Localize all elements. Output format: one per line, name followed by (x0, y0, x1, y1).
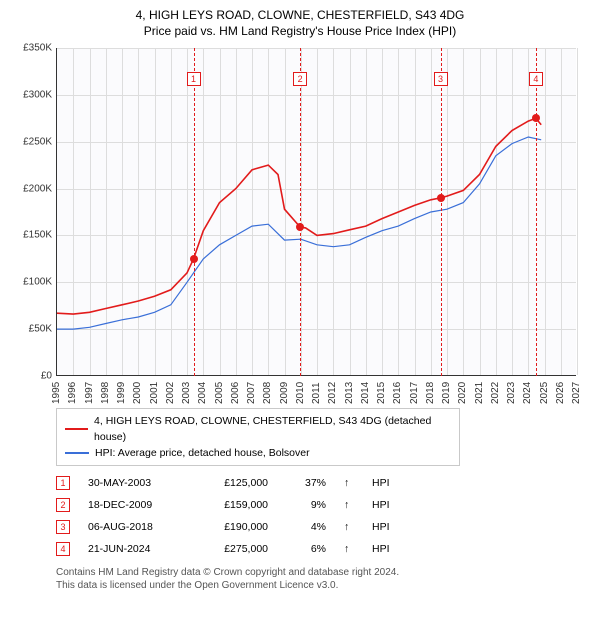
tx-pct: 4% (286, 521, 326, 533)
tx-date: 30-MAY-2003 (88, 477, 180, 489)
marker-vline (300, 48, 301, 376)
tx-arrow-icon: ↑ (344, 521, 354, 533)
plot-region: 1 2 3 4 (56, 48, 576, 376)
marker-dot (190, 255, 198, 263)
footer-line-1: Contains HM Land Registry data © Crown c… (56, 566, 588, 579)
tx-price: £190,000 (198, 521, 268, 533)
tx-pct: 9% (286, 499, 326, 511)
tx-arrow-icon: ↑ (344, 543, 354, 555)
tx-reference: HPI (372, 499, 390, 511)
legend-label: 4, HIGH LEYS ROAD, CLOWNE, CHESTERFIELD,… (94, 413, 451, 445)
tx-reference: HPI (372, 521, 390, 533)
gridline-vertical (577, 48, 578, 375)
marker-dot (296, 223, 304, 231)
tx-badge: 2 (56, 498, 70, 512)
y-tick-label: £50K (12, 324, 52, 335)
tx-date: 18-DEC-2009 (88, 499, 180, 511)
tx-date: 06-AUG-2018 (88, 521, 180, 533)
legend-item: 4, HIGH LEYS ROAD, CLOWNE, CHESTERFIELD,… (65, 413, 451, 445)
tx-price: £125,000 (198, 477, 268, 489)
legend-swatch (65, 428, 88, 430)
tx-badge: 3 (56, 520, 70, 534)
tx-badge: 1 (56, 476, 70, 490)
marker-vline (194, 48, 195, 376)
legend-box: 4, HIGH LEYS ROAD, CLOWNE, CHESTERFIELD,… (56, 408, 460, 466)
series-line (57, 137, 541, 329)
footer-line-2: This data is licensed under the Open Gov… (56, 579, 588, 592)
marker-vline (536, 48, 537, 376)
marker-flag: 2 (293, 72, 307, 86)
tx-arrow-icon: ↑ (344, 499, 354, 511)
legend-swatch (65, 452, 89, 454)
chart-area: £0 £50K £100K £150K £200K £250K £300K £350K 1 2 3… (12, 44, 588, 404)
marker-dot (437, 194, 445, 202)
marker-vline (441, 48, 442, 376)
marker-flag: 4 (529, 72, 543, 86)
tx-reference: HPI (372, 477, 390, 489)
tx-date: 21-JUN-2024 (88, 543, 180, 555)
tx-price: £275,000 (198, 543, 268, 555)
legend-label: HPI: Average price, detached house, Bols… (95, 445, 310, 461)
tx-pct: 6% (286, 543, 326, 555)
tx-reference: HPI (372, 543, 390, 555)
tx-arrow-icon: ↑ (344, 477, 354, 489)
marker-dot (532, 114, 540, 122)
y-tick-label: £150K (12, 230, 52, 241)
chart-title-block: 4, HIGH LEYS ROAD, CLOWNE, CHESTERFIELD,… (12, 8, 588, 38)
y-tick-label: £100K (12, 277, 52, 288)
transaction-row: 3 06-AUG-2018 £190,000 4% ↑ HPI (56, 516, 588, 538)
transaction-row: 1 30-MAY-2003 £125,000 37% ↑ HPI (56, 472, 588, 494)
x-tick-label: 2027 (571, 382, 595, 404)
y-tick-label: £300K (12, 89, 52, 100)
footer-attribution: Contains HM Land Registry data © Crown c… (56, 566, 588, 592)
y-tick-label: £200K (12, 183, 52, 194)
transaction-table: 1 30-MAY-2003 £125,000 37% ↑ HPI 2 18-DEC-2009 £… (56, 472, 588, 560)
transaction-row: 2 18-DEC-2009 £159,000 9% ↑ HPI (56, 494, 588, 516)
chart-title: 4, HIGH LEYS ROAD, CLOWNE, CHESTERFIELD,… (12, 8, 588, 22)
marker-flag: 1 (187, 72, 201, 86)
y-tick-label: £350K (12, 43, 52, 54)
chart-lines (57, 48, 576, 375)
transaction-row: 4 21-JUN-2024 £275,000 6% ↑ HPI (56, 538, 588, 560)
marker-flag: 3 (434, 72, 448, 86)
tx-price: £159,000 (198, 499, 268, 511)
series-line (57, 118, 541, 314)
y-tick-label: £250K (12, 136, 52, 147)
legend-item: HPI: Average price, detached house, Bols… (65, 445, 451, 461)
chart-subtitle: Price paid vs. HM Land Registry's House … (12, 24, 588, 38)
tx-pct: 37% (286, 477, 326, 489)
tx-badge: 4 (56, 542, 70, 556)
y-tick-label: £0 (12, 371, 52, 382)
